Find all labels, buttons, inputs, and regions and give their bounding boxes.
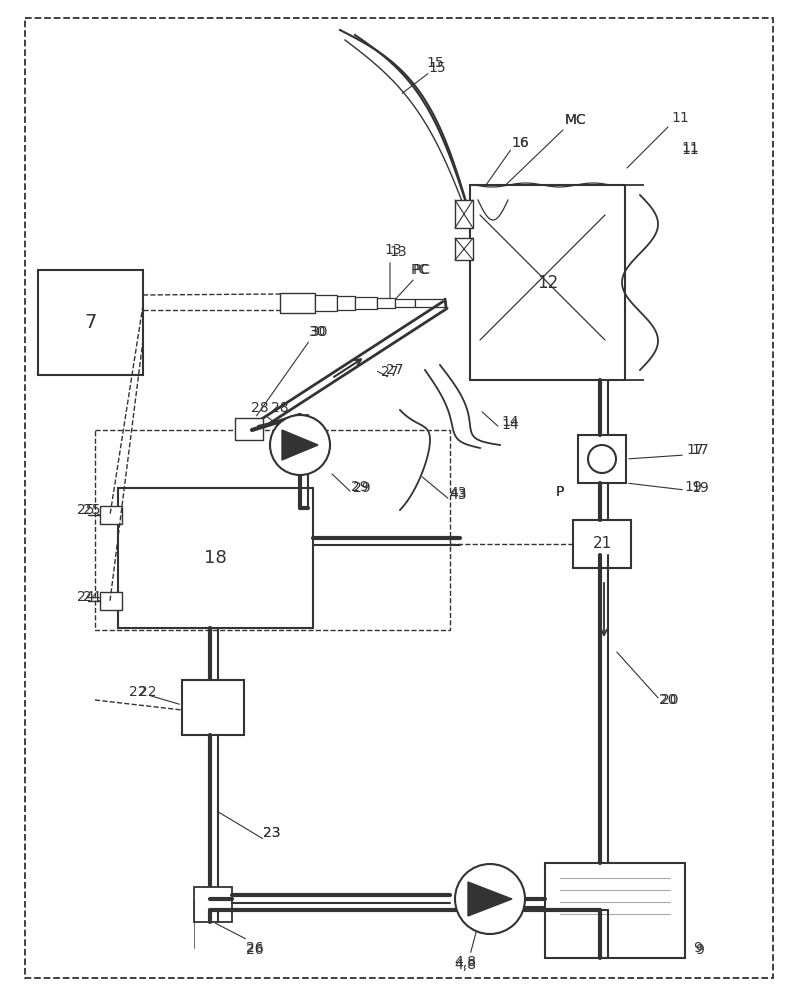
Bar bbox=[280, 293, 315, 313]
Bar bbox=[95, 430, 450, 630]
Bar bbox=[100, 592, 122, 610]
Text: PC: PC bbox=[413, 263, 431, 277]
Bar bbox=[377, 298, 395, 308]
Text: MC: MC bbox=[564, 113, 586, 127]
Text: 11: 11 bbox=[672, 111, 689, 125]
Text: 23: 23 bbox=[263, 826, 280, 840]
Text: 23: 23 bbox=[263, 826, 280, 840]
Bar bbox=[578, 435, 626, 483]
Bar bbox=[455, 200, 473, 228]
Text: 17: 17 bbox=[691, 443, 709, 457]
Text: P: P bbox=[556, 485, 564, 499]
Bar bbox=[415, 299, 445, 307]
Bar bbox=[355, 297, 377, 309]
Bar bbox=[337, 296, 355, 310]
Text: 27: 27 bbox=[382, 365, 399, 379]
Text: 29: 29 bbox=[353, 481, 371, 495]
Text: 11: 11 bbox=[681, 143, 699, 157]
Text: 24: 24 bbox=[77, 590, 95, 604]
Text: MC: MC bbox=[564, 113, 586, 127]
Polygon shape bbox=[282, 430, 318, 460]
Text: 26: 26 bbox=[246, 943, 264, 957]
Polygon shape bbox=[468, 882, 512, 916]
Text: 16: 16 bbox=[511, 136, 529, 150]
Text: 9: 9 bbox=[695, 943, 705, 957]
Text: 16: 16 bbox=[511, 136, 529, 150]
Text: 24: 24 bbox=[83, 590, 101, 604]
Text: 19: 19 bbox=[691, 481, 709, 495]
Bar bbox=[118, 488, 313, 628]
Text: 22: 22 bbox=[139, 685, 156, 699]
Text: 27: 27 bbox=[386, 363, 404, 377]
Text: 20: 20 bbox=[659, 693, 677, 707]
Text: 14: 14 bbox=[501, 418, 519, 432]
Text: 43: 43 bbox=[450, 488, 467, 502]
Bar bbox=[573, 520, 631, 568]
Text: 11: 11 bbox=[681, 141, 699, 155]
Text: 26: 26 bbox=[246, 941, 264, 955]
Circle shape bbox=[588, 445, 616, 473]
Text: 15: 15 bbox=[426, 56, 444, 70]
Bar bbox=[545, 863, 685, 958]
Bar bbox=[100, 506, 122, 524]
Text: 4,8: 4,8 bbox=[454, 958, 476, 972]
Text: 14: 14 bbox=[501, 415, 519, 429]
Text: 20: 20 bbox=[661, 693, 679, 707]
Bar bbox=[182, 680, 244, 735]
Text: 17: 17 bbox=[687, 443, 704, 457]
Text: 30: 30 bbox=[309, 325, 327, 339]
Bar bbox=[395, 299, 415, 307]
Text: 13: 13 bbox=[384, 243, 402, 257]
Circle shape bbox=[455, 864, 525, 934]
Bar bbox=[194, 887, 232, 922]
Bar bbox=[235, 418, 263, 440]
Text: 7: 7 bbox=[85, 313, 96, 332]
Bar bbox=[315, 295, 337, 311]
Text: 21: 21 bbox=[592, 536, 611, 552]
Text: 25: 25 bbox=[77, 503, 95, 517]
Text: 9: 9 bbox=[694, 941, 702, 955]
Text: 13: 13 bbox=[389, 245, 407, 259]
Text: 19: 19 bbox=[684, 480, 702, 494]
Text: 30: 30 bbox=[311, 325, 329, 339]
Bar bbox=[455, 238, 473, 260]
Text: 4,8: 4,8 bbox=[454, 955, 476, 969]
Text: 18: 18 bbox=[204, 549, 227, 567]
Text: 29: 29 bbox=[352, 480, 369, 494]
Bar bbox=[38, 270, 143, 375]
Text: PC: PC bbox=[411, 263, 429, 277]
Text: 12: 12 bbox=[537, 273, 558, 292]
Bar bbox=[470, 185, 625, 380]
Text: 43: 43 bbox=[450, 486, 467, 500]
Text: 22: 22 bbox=[130, 685, 147, 699]
Text: 28: 28 bbox=[271, 401, 289, 415]
Text: 25: 25 bbox=[83, 503, 101, 517]
Text: 15: 15 bbox=[428, 61, 446, 75]
Circle shape bbox=[270, 415, 330, 475]
Text: 28: 28 bbox=[251, 401, 269, 415]
Text: P: P bbox=[556, 485, 564, 499]
